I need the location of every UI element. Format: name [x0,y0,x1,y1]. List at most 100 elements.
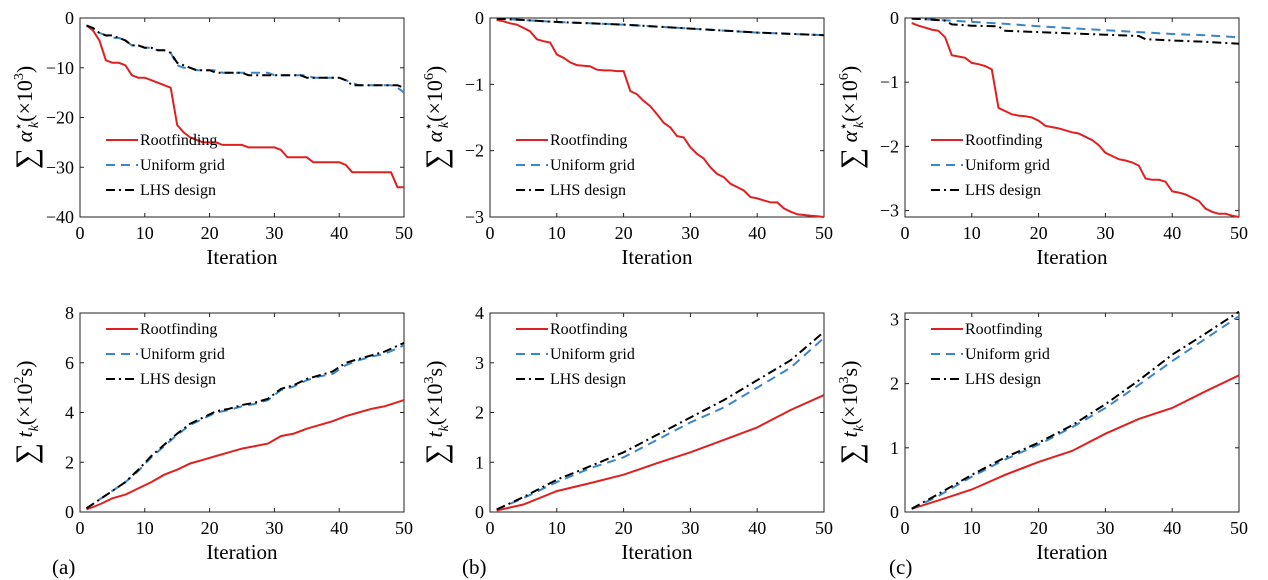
series-line-rootfinding [85,24,404,189]
y-tick-label: 2 [890,374,899,394]
x-tick-label: 10 [548,518,566,538]
y-tick-label: 0 [475,502,484,522]
chart-panel-bottom-middle: 0 10 20 30 40 50 0 1 2 3 4 Rootfinding Uniform grid L… [420,303,833,564]
y-tick-label: 4 [475,303,484,323]
series-line-lhs-design [911,17,1240,45]
plot-frame [489,312,825,513]
y-axis-label: ∑ tk(×103s) [835,361,868,465]
y-tick-label: 2 [65,452,74,472]
chart-panel-bottom-left: 0 10 20 30 40 50 0 2 4 6 8 Rootfinding Uniform grid L… [10,303,413,564]
x-tick-label: 20 [201,223,219,243]
y-tick-label: 2 [475,403,484,423]
y-tick-label: 1 [475,452,484,472]
panel-label: (b) [462,555,487,579]
x-tick-label: 40 [330,518,348,538]
legend-label: Uniform grid [965,346,1050,363]
x-axis-label: Iteration [1036,540,1108,564]
x-tick-label: 0 [486,223,495,243]
series-line-lhs-design [496,331,825,511]
legend-label: Uniform grid [550,157,635,174]
legend-label: LHS design [550,182,626,199]
x-tick-label: 30 [681,223,699,243]
series-line-rootfinding [496,19,825,218]
y-tick-label: 1 [890,438,899,458]
chart-panel-top-right: 0 10 20 30 40 50 0 −1 −2 −3 Rootfinding Uniform gri… [835,8,1248,269]
legend-label: Rootfinding [140,321,217,338]
x-tick-label: 20 [615,223,633,243]
x-tick-label: 30 [1096,223,1114,243]
x-tick-label: 0 [76,518,85,538]
x-tick-label: 50 [1230,223,1248,243]
y-tick-label: −20 [46,108,74,128]
chart-panel-bottom-right: 0 10 20 30 40 50 0 1 2 3 Rootfinding Uniform grid LH… [835,309,1248,564]
x-tick-label: 50 [815,518,833,538]
x-axis-label: Iteration [206,540,278,564]
series-line-rootfinding [86,399,405,511]
chart-panel-top-middle: 0 10 20 30 40 50 0 −1 −2 −3 Rootfinding Uniform gri… [420,8,833,269]
y-tick-label: −30 [46,157,74,177]
x-tick-label: 10 [136,518,154,538]
legend-label: Uniform grid [550,346,635,363]
y-tick-label: −3 [465,207,484,227]
x-tick-label: 30 [265,518,283,538]
x-tick-label: 10 [548,223,566,243]
x-tick-label: 30 [1096,518,1114,538]
chart-panel-top-left: 0 10 20 30 40 50 0 −10 −20 −30 −40 Rootfinding Unifo… [10,8,413,269]
legend-label: LHS design [965,371,1041,388]
series-line-uniform-grid [911,17,1240,39]
legend-label: Rootfinding [550,132,627,149]
panel-label: (c) [889,555,912,579]
y-tick-label: −2 [880,136,899,156]
x-tick-label: 40 [1163,223,1181,243]
x-axis-label: Iteration [621,245,693,269]
legend-label: Uniform grid [965,157,1050,174]
y-tick-label: 6 [65,353,74,373]
legend-label: Rootfinding [550,321,627,338]
y-axis-label: ∑ tk(×103s) [420,361,453,465]
panel-label: (a) [52,555,75,579]
y-tick-label: 0 [890,8,899,28]
x-tick-label: 10 [136,223,154,243]
y-tick-label: 3 [475,353,484,373]
y-tick-label: 0 [890,502,899,522]
legend-label: LHS design [140,371,216,388]
legend-label: Rootfinding [140,132,217,149]
legend-label: Rootfinding [965,132,1042,149]
x-tick-label: 30 [265,223,283,243]
series-line-uniform-grid [85,344,405,510]
y-tick-label: −40 [46,207,74,227]
legend-label: LHS design [965,182,1041,199]
legend-label: LHS design [550,371,626,388]
y-axis-label: ∑ α⋆k(×106) [835,66,868,170]
x-tick-label: 10 [963,223,981,243]
plot-frame [79,17,405,218]
legend-label: LHS design [140,182,216,199]
y-tick-label: 0 [65,8,74,28]
plot-frame [904,312,1240,513]
series-line-rootfinding [911,374,1240,510]
y-axis-label: ∑ α⋆k(×106) [420,66,453,170]
x-axis-label: Iteration [206,245,278,269]
y-tick-label: −1 [465,74,484,94]
x-tick-label: 50 [815,223,833,243]
x-tick-label: 0 [76,223,85,243]
series-line-uniform-grid [496,337,825,511]
y-tick-label: −2 [465,141,484,161]
series-line-uniform-grid [86,24,405,94]
x-tick-label: 50 [395,223,413,243]
y-tick-label: −10 [46,58,74,78]
y-tick-label: 3 [890,309,899,329]
y-tick-label: −1 [880,72,899,92]
y-axis-label: ∑ α⋆k(×103) [10,66,43,170]
series-line-rootfinding [911,22,1240,218]
x-tick-label: 20 [615,518,633,538]
x-tick-label: 0 [901,518,910,538]
x-tick-label: 20 [1030,518,1048,538]
x-tick-label: 0 [486,518,495,538]
series-line-lhs-design [85,341,405,510]
x-tick-label: 40 [330,223,348,243]
x-tick-label: 40 [748,223,766,243]
x-tick-label: 50 [1230,518,1248,538]
x-tick-label: 40 [1163,518,1181,538]
